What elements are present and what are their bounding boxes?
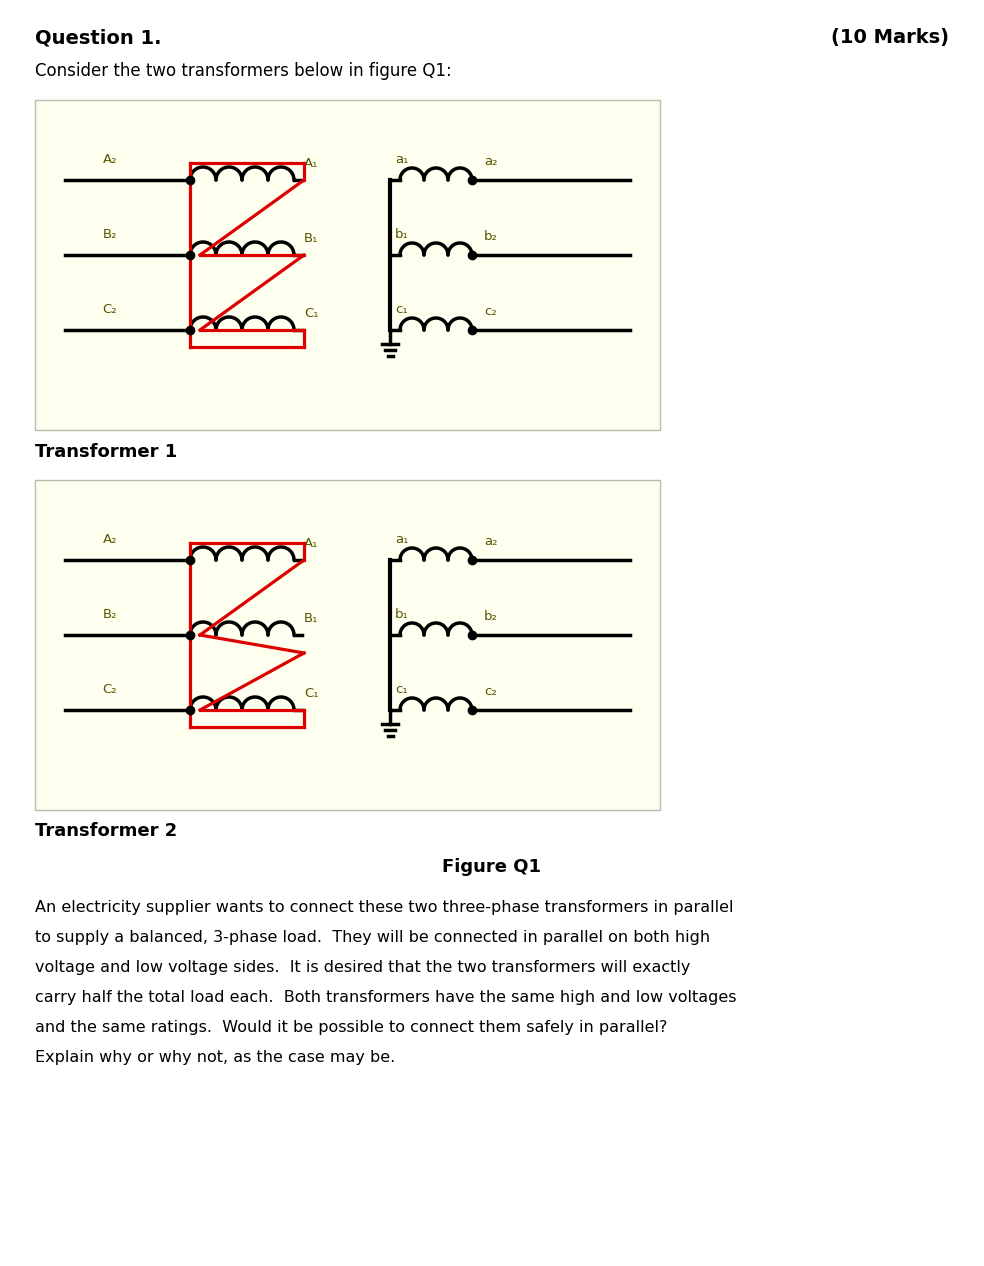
Text: Explain why or why not, as the case may be.: Explain why or why not, as the case may … — [35, 1050, 396, 1065]
Text: C₁: C₁ — [304, 306, 319, 320]
Text: B₂: B₂ — [102, 608, 117, 622]
Text: B₁: B₁ — [304, 611, 319, 625]
Text: voltage and low voltage sides.  It is desired that the two transformers will exa: voltage and low voltage sides. It is des… — [35, 960, 691, 975]
Text: Consider the two transformers below in figure Q1:: Consider the two transformers below in f… — [35, 62, 452, 80]
Text: c₂: c₂ — [484, 685, 497, 698]
Text: a₁: a₁ — [395, 153, 408, 166]
Text: A₁: A₁ — [304, 537, 319, 549]
Text: B₁: B₁ — [304, 232, 319, 246]
Text: c₂: c₂ — [484, 305, 497, 318]
Text: C₂: C₂ — [102, 303, 117, 316]
Text: A₂: A₂ — [102, 153, 117, 166]
Text: a₁: a₁ — [395, 533, 408, 546]
Text: A₂: A₂ — [102, 533, 117, 546]
Text: Figure Q1: Figure Q1 — [443, 858, 541, 876]
Text: c₁: c₁ — [395, 682, 407, 696]
Text: (10 Marks): (10 Marks) — [831, 28, 949, 47]
Text: c₁: c₁ — [395, 303, 407, 316]
Text: a₂: a₂ — [484, 154, 498, 168]
Text: b₂: b₂ — [484, 230, 498, 243]
Text: C₁: C₁ — [304, 687, 319, 700]
Text: b₂: b₂ — [484, 610, 498, 623]
Text: Transformer 2: Transformer 2 — [35, 822, 177, 841]
Text: Question 1.: Question 1. — [35, 28, 161, 47]
Text: a₂: a₂ — [484, 536, 498, 548]
Text: b₁: b₁ — [395, 228, 408, 241]
FancyBboxPatch shape — [35, 480, 660, 810]
Text: and the same ratings.  Would it be possible to connect them safely in parallel?: and the same ratings. Would it be possib… — [35, 1020, 667, 1036]
Text: carry half the total load each.  Both transformers have the same high and low vo: carry half the total load each. Both tra… — [35, 990, 736, 1005]
FancyBboxPatch shape — [35, 100, 660, 430]
Text: Transformer 1: Transformer 1 — [35, 443, 177, 461]
Text: b₁: b₁ — [395, 608, 408, 622]
Text: B₂: B₂ — [102, 228, 117, 241]
Text: A₁: A₁ — [304, 157, 319, 170]
Text: to supply a balanced, 3-phase load.  They will be connected in parallel on both : to supply a balanced, 3-phase load. They… — [35, 931, 710, 944]
Text: C₂: C₂ — [102, 682, 117, 696]
Text: An electricity supplier wants to connect these two three-phase transformers in p: An electricity supplier wants to connect… — [35, 900, 733, 915]
